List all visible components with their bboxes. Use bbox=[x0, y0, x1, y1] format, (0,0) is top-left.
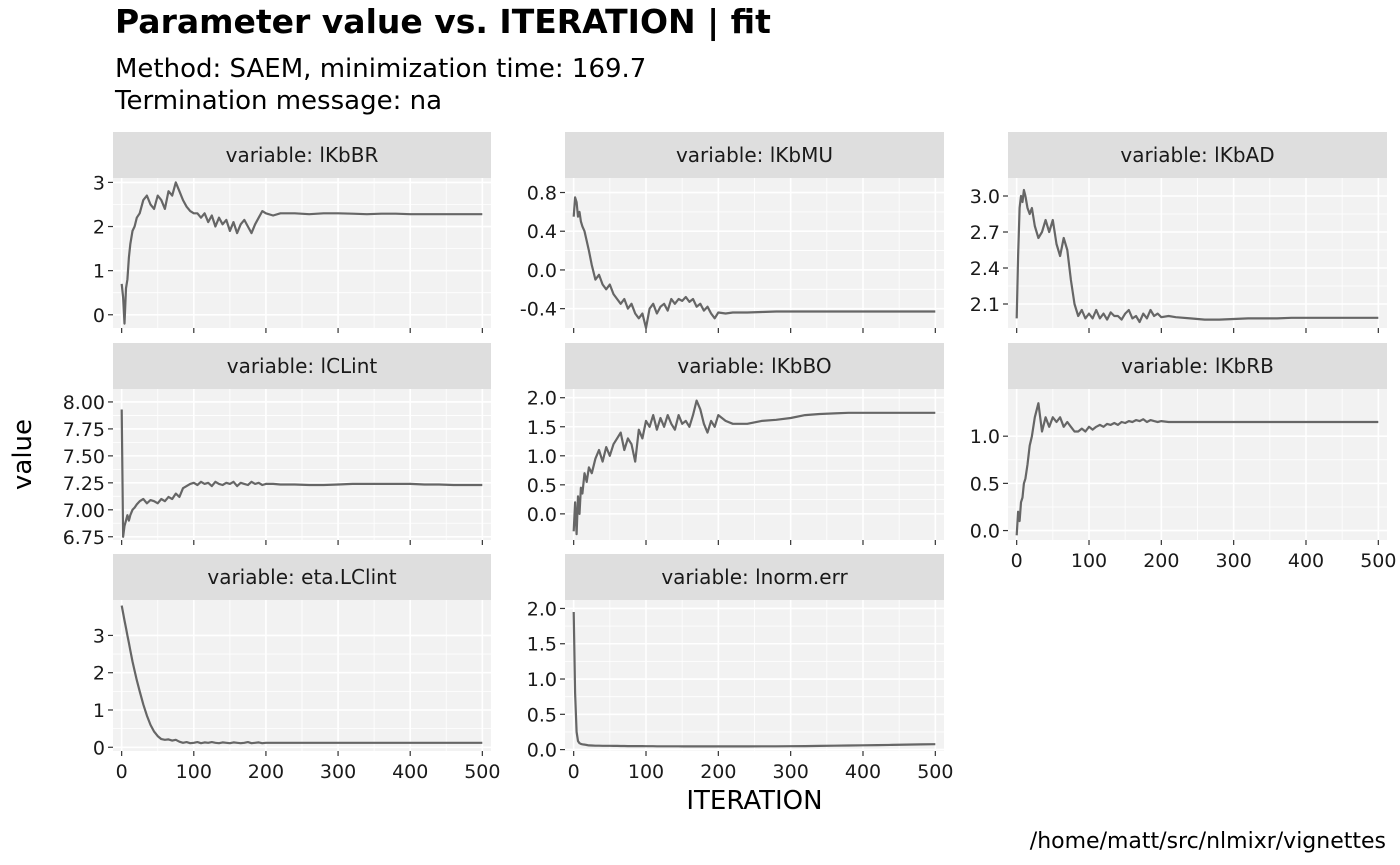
x-tick-label: 100 bbox=[1071, 550, 1107, 572]
chart-subtitle-method: Method: SAEM, minimization time: 169.7 bbox=[115, 54, 647, 84]
y-tick-label: 0.5 bbox=[527, 704, 557, 726]
facet-strip-label: variable: lKbRB bbox=[1121, 354, 1274, 378]
caption: /home/matt/src/nlmixr/vignettes bbox=[1029, 829, 1386, 854]
facet-strip bbox=[113, 554, 491, 600]
y-tick-label: 7.00 bbox=[63, 500, 105, 522]
facet-panel: variable: lnorm.err 0.0 0.5 1.0 1.5 2.0 0 100 20… bbox=[527, 554, 953, 783]
y-tick-label: 7.25 bbox=[63, 473, 105, 495]
y-tick-label: 0.0 bbox=[527, 260, 557, 282]
x-tick-label: 500 bbox=[464, 761, 500, 783]
y-tick-label: 0 bbox=[93, 737, 105, 759]
facet-strip-label: variable: lKbBR bbox=[226, 143, 379, 167]
x-tick-label: 300 bbox=[773, 761, 809, 783]
facet-strip bbox=[1008, 132, 1387, 178]
x-tick-label: 100 bbox=[628, 761, 664, 783]
series-line bbox=[120, 409, 483, 538]
y-tick-label: 0.0 bbox=[527, 740, 557, 762]
facet-strip-label: variable: lnorm.err bbox=[661, 565, 848, 589]
facet-strip bbox=[113, 132, 491, 178]
x-tick-label: 500 bbox=[917, 761, 953, 783]
y-tick-label: -0.4 bbox=[520, 299, 557, 321]
chart-title: Parameter value vs. ITERATION | fit bbox=[115, 2, 771, 41]
facet-panel: variable: lKbRB 0.0 0.5 1.0 0 100 200 300 400 500 bbox=[970, 343, 1396, 572]
facet-strip-label: variable: lKbAD bbox=[1120, 143, 1274, 167]
y-tick-label: 7.75 bbox=[63, 419, 105, 441]
y-tick-label: 1.0 bbox=[970, 426, 1000, 448]
y-tick-label: 2.1 bbox=[970, 294, 1000, 316]
x-tick-label: 400 bbox=[845, 761, 881, 783]
facet-strip bbox=[565, 343, 944, 389]
y-tick-label: 2.7 bbox=[970, 222, 1000, 244]
x-tick-label: 100 bbox=[176, 761, 212, 783]
series-line bbox=[1015, 402, 1379, 536]
y-tick-label: 3 bbox=[93, 625, 105, 647]
x-tick-label: 0 bbox=[116, 761, 128, 783]
y-tick-label: 1.0 bbox=[527, 446, 557, 468]
y-tick-label: 1.5 bbox=[527, 417, 557, 439]
series-line bbox=[1015, 188, 1379, 324]
y-tick-label: 0.5 bbox=[527, 475, 557, 497]
facet-panel: variable: lKbBO 0.0 0.5 1.0 1.5 2.0 bbox=[527, 343, 944, 545]
series-line bbox=[120, 181, 483, 325]
y-tick-label: 1.5 bbox=[527, 634, 557, 656]
y-tick-label: 2 bbox=[93, 663, 105, 685]
y-tick-label: 0 bbox=[93, 305, 105, 327]
y-tick-label: 3 bbox=[93, 172, 105, 194]
y-tick-label: 6.75 bbox=[63, 527, 105, 549]
y-tick-label: 0.0 bbox=[970, 521, 1000, 543]
facet-panel: variable: lCLint 6.75 7.00 7.25 7.50 7.75 8.00 bbox=[63, 343, 491, 549]
facet-strip bbox=[1008, 343, 1387, 389]
y-tick-label: 0.0 bbox=[527, 504, 557, 526]
facet-panel: variable: lKbAD 2.1 2.4 2.7 3.0 bbox=[970, 132, 1387, 333]
x-tick-label: 0 bbox=[1011, 550, 1023, 572]
x-axis-label: ITERATION bbox=[686, 786, 823, 816]
x-tick-label: 200 bbox=[700, 761, 736, 783]
y-tick-label: 1.0 bbox=[527, 669, 557, 691]
x-tick-label: 400 bbox=[1288, 550, 1324, 572]
facet-strip-label: variable: eta.LClint bbox=[207, 565, 396, 589]
series-line bbox=[572, 611, 936, 748]
chart-subtitle-termination: Termination message: na bbox=[115, 86, 443, 116]
series-line bbox=[572, 399, 936, 536]
series-line bbox=[120, 605, 483, 745]
x-tick-label: 300 bbox=[1216, 550, 1252, 572]
y-axis-label: value bbox=[8, 418, 38, 490]
facet-panel: variable: eta.LClint 0 1 2 3 0 100 200 300 400 500 bbox=[93, 554, 500, 783]
y-tick-label: 0.8 bbox=[527, 183, 557, 205]
facet-panel: variable: lKbBR 0 1 2 3 bbox=[93, 132, 491, 333]
facet-strip bbox=[565, 554, 944, 600]
y-tick-label: 2.4 bbox=[970, 258, 1000, 280]
y-tick-label: 1 bbox=[93, 261, 105, 283]
y-tick-label: 1 bbox=[93, 700, 105, 722]
y-tick-label: 2 bbox=[93, 217, 105, 239]
y-tick-label: 2.0 bbox=[527, 388, 557, 410]
x-tick-label: 500 bbox=[1360, 550, 1396, 572]
x-tick-label: 200 bbox=[1143, 550, 1179, 572]
facet-strip-label: variable: lCLint bbox=[227, 354, 378, 378]
facet-strip bbox=[565, 132, 944, 178]
facet-strip-label: variable: lKbBO bbox=[677, 354, 831, 378]
y-tick-label: 8.00 bbox=[63, 392, 105, 414]
y-tick-label: 0.5 bbox=[970, 473, 1000, 495]
y-tick-label: 0.4 bbox=[527, 221, 557, 243]
series-line bbox=[572, 196, 936, 330]
x-tick-label: 200 bbox=[248, 761, 284, 783]
y-tick-label: 3.0 bbox=[970, 186, 1000, 208]
x-tick-label: 300 bbox=[320, 761, 356, 783]
facet-panel: variable: lKbMU -0.4 0.0 0.4 0.8 bbox=[520, 132, 944, 333]
facet-strip-label: variable: lKbMU bbox=[676, 143, 833, 167]
y-tick-label: 7.50 bbox=[63, 446, 105, 468]
x-tick-label: 0 bbox=[568, 761, 580, 783]
x-tick-label: 400 bbox=[392, 761, 428, 783]
y-tick-label: 2.0 bbox=[527, 598, 557, 620]
facet-strip bbox=[113, 343, 491, 389]
